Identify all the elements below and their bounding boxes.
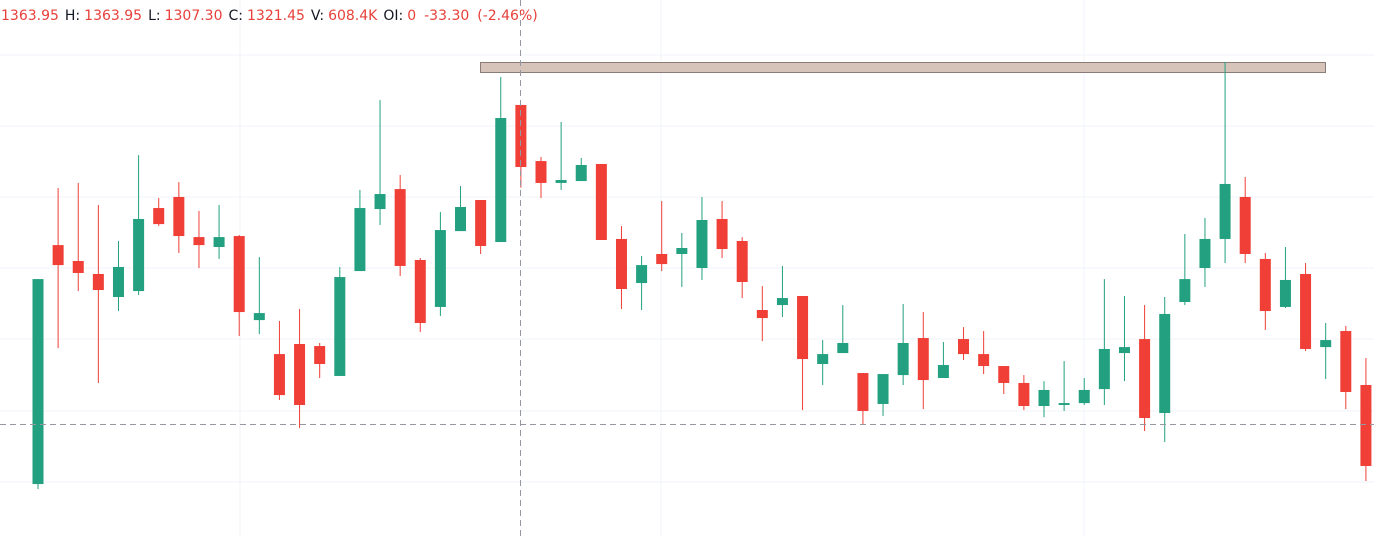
candle-body [1058, 403, 1070, 405]
candle-body [253, 313, 265, 321]
candle-body [414, 259, 426, 324]
candle-body [1139, 339, 1151, 418]
candle-body [1360, 385, 1372, 466]
candle-body [72, 260, 84, 273]
header-label: L: [148, 8, 161, 24]
candle-body [1159, 313, 1171, 414]
header-label: C: [228, 8, 244, 24]
candle-body [555, 180, 567, 183]
candle-body [756, 310, 768, 319]
candle-body [857, 373, 869, 411]
candle-body [1018, 382, 1030, 407]
candle-body [112, 266, 124, 298]
candle-body [133, 218, 145, 292]
candle-body [1320, 340, 1332, 348]
candle-body [1098, 348, 1110, 390]
candle-body [334, 277, 346, 376]
candle-body [917, 338, 929, 381]
candle-body [696, 220, 708, 268]
header-change: (-2.46%) [477, 8, 538, 24]
candle-body [656, 253, 668, 265]
candle-body [535, 161, 547, 183]
candle-body [273, 354, 285, 396]
candle-body [213, 237, 225, 247]
candle-body [736, 241, 748, 283]
candles [32, 62, 1372, 490]
candle-body [1118, 347, 1130, 354]
candle-body [636, 265, 648, 284]
candle-body [817, 354, 829, 364]
candle-body [173, 196, 185, 237]
candle-body [1179, 279, 1191, 302]
candle-body [1078, 389, 1090, 404]
header-label: H: [64, 8, 81, 24]
candle-body [314, 346, 326, 364]
candle-body [1199, 238, 1211, 268]
candle-body [455, 207, 467, 232]
candle-body [1038, 389, 1050, 407]
header-value: 1363.95 [84, 8, 143, 24]
candle-body [394, 189, 406, 266]
candle-body [153, 208, 165, 225]
candle-body [475, 200, 487, 246]
candle-body [1219, 183, 1231, 239]
candle-body [1300, 273, 1312, 349]
candle-body [434, 230, 446, 307]
candle-body [233, 236, 245, 313]
candle-body [897, 342, 909, 376]
candle-body [716, 218, 728, 250]
candle-body [52, 245, 64, 266]
header-value: 1321.45 [247, 8, 305, 24]
candle-body [937, 365, 949, 379]
candle-body [1239, 196, 1251, 254]
candle-body [575, 165, 587, 182]
candle-body [354, 208, 366, 272]
candle-body [615, 238, 627, 290]
candle-body [958, 339, 970, 355]
ohlc-header: 1363.95 H: 1363.95 L: 1307.30 C: 1321.45 V: 608.… [1, 8, 538, 24]
candle-body [776, 298, 788, 306]
drawn-rectangle[interactable] [480, 62, 1326, 73]
candle-body [998, 366, 1010, 383]
candle-body [1340, 331, 1352, 393]
candle-body [595, 163, 607, 240]
candle-body [797, 296, 809, 360]
candle-body [193, 237, 205, 246]
candle-body [877, 374, 889, 404]
candle-body [294, 344, 306, 405]
header-value: 1363.95 [1, 8, 59, 24]
candle-body [32, 279, 44, 485]
header-value: 1307.30 [164, 8, 223, 24]
header-label: V: [310, 8, 325, 24]
candle-body [1259, 258, 1271, 312]
candle-body [837, 342, 849, 354]
header-value: 0 [407, 8, 417, 24]
header-value: 608.4K [328, 8, 378, 24]
candle-body [92, 273, 104, 291]
candle-body [978, 354, 990, 367]
header-label: OI: [383, 8, 404, 24]
candle-body [374, 194, 386, 210]
candle-body [495, 118, 507, 243]
candle-body [1279, 279, 1291, 307]
header-change: -33.30 [424, 8, 470, 24]
candle-body [676, 248, 688, 254]
